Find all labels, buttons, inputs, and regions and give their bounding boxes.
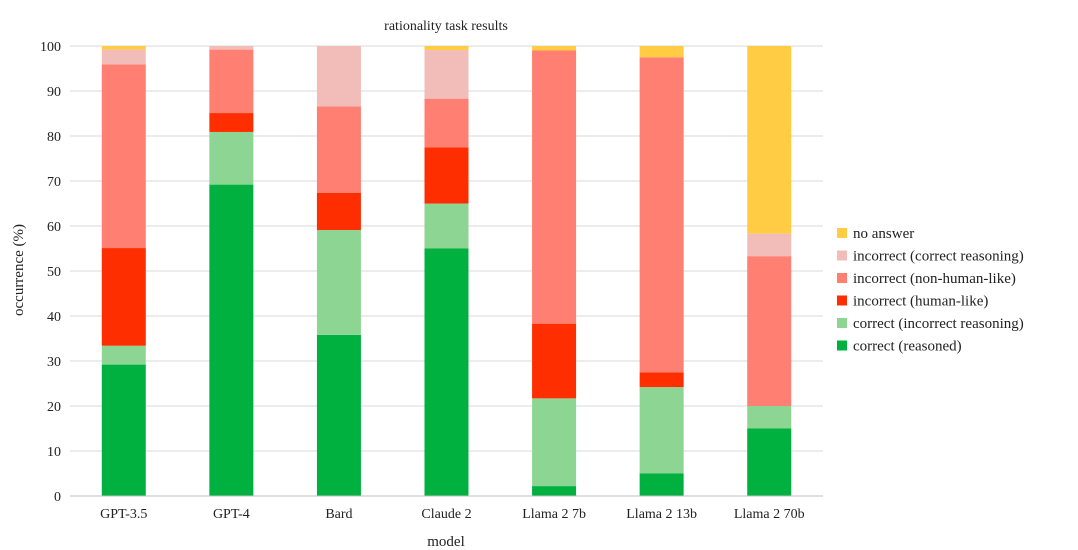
legend-label: incorrect (non-human-like) [853,271,1016,287]
bar-segment [316,46,361,107]
x-tick-label: Llama 2 70b [734,507,805,522]
legend-label: incorrect (human-like) [853,294,988,310]
bar-segment [316,106,361,193]
bar-segment [424,203,469,249]
bar-segment [639,387,684,474]
y-axis-title: occurrence (%) [11,224,27,316]
legend-swatch [837,318,847,328]
bar-segment [747,406,792,429]
bar-segment [639,57,684,373]
y-tick-label: 30 [47,355,61,370]
bar-segment [316,334,361,496]
bar-segment [747,46,792,234]
bar-segment [424,50,469,99]
bar-segment [101,364,146,496]
bar-segment [101,345,146,365]
bar-segment [101,46,146,50]
y-tick-label: 80 [47,130,61,145]
x-tick-label: Bard [325,507,352,522]
bar-segment [316,230,361,335]
bar-segment [747,233,792,257]
bar-segment [316,192,361,231]
legend-label: incorrect (correct reasoning) [853,249,1024,265]
x-tick-label: GPT-3.5 [100,507,147,522]
bar-segment [532,50,577,324]
bar-segment [747,428,792,496]
x-tick-label: GPT-4 [213,507,250,522]
y-tick-label: 0 [54,490,61,505]
y-tick-label: 60 [47,220,61,235]
bar-segment [101,64,146,249]
x-axis-title: model [427,534,465,550]
bar-segment [639,372,684,388]
bar-segment [424,147,469,204]
bar-segment [209,113,254,132]
legend-label: correct (incorrect reasoning) [853,316,1024,332]
y-tick-label: 20 [47,400,61,415]
x-tick-label: Llama 2 7b [522,507,586,522]
bar-segment [209,49,254,114]
legend-swatch [837,340,847,351]
bar-segment [209,46,254,50]
bars [101,46,792,496]
bar-segment [747,256,792,406]
legend: no answer incorrect (correct reasoning) in… [837,226,1024,355]
bar-segment [101,49,146,65]
bar-segment [424,98,469,148]
x-tick-label: Llama 2 13b [626,507,697,522]
bar-segment [639,473,684,496]
bar-segment [101,248,146,346]
y-tick-label: 100 [40,40,61,55]
legend-label: no answer [853,226,914,242]
bar-segment [532,398,577,487]
chart-title: rationality task results [384,19,508,34]
legend-swatch [837,228,847,238]
legend-swatch [837,273,847,283]
legend-swatch [837,250,847,261]
y-tick-label: 90 [47,85,61,100]
y-tick-label: 50 [47,265,61,280]
bar-segment [639,46,684,58]
bar-segment [209,184,254,496]
legend-label: correct (reasoned) [853,339,962,355]
axes: 0 10 20 30 40 50 60 70 80 90 100 GPT-3.5 GPT-4 Bard Cl… [40,40,823,522]
x-tick-label: Claude 2 [421,507,471,522]
bar-segment [532,46,577,51]
bar-segment [209,131,254,185]
y-tick-label: 70 [47,175,61,190]
bar-segment [532,323,577,399]
bar-segment [532,486,577,496]
bar-segment [424,248,469,496]
legend-swatch [837,295,847,306]
y-tick-label: 40 [47,310,61,325]
y-tick-label: 10 [47,445,61,460]
bar-segment [424,46,469,51]
